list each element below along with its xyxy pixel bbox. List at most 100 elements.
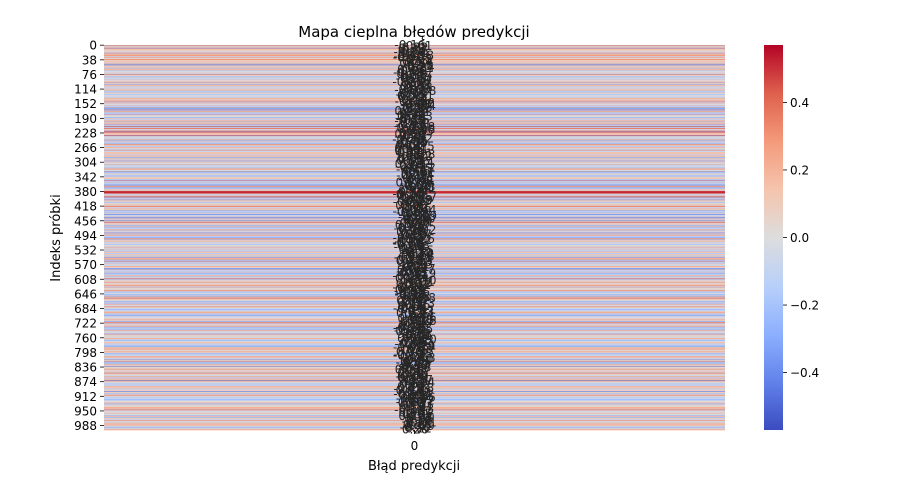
heatmap-cell: [104, 391, 725, 393]
heatmap-cell: [104, 188, 725, 190]
heatmap-cell: [104, 122, 725, 124]
heatmap-cell: [104, 131, 725, 133]
heatmap-cell: [104, 130, 725, 132]
cell-annotation: 0.10: [400, 282, 427, 296]
heatmap-cell: [104, 88, 725, 90]
heatmap-cell: [104, 126, 725, 127]
heatmap-cell: [104, 403, 725, 405]
heatmap-cell: [104, 294, 725, 296]
cell-annotation: 0.21: [406, 147, 433, 161]
heatmap-cell: [104, 60, 725, 62]
heatmap-cell: [104, 231, 725, 233]
heatmap-cell: [104, 376, 725, 378]
heatmap-cell: [104, 85, 725, 86]
heatmap-cell: [104, 418, 725, 419]
heatmap-cell: [104, 289, 725, 291]
heatmap-cell: [104, 66, 725, 67]
heatmap-cell: [104, 377, 725, 378]
heatmap-cell: [104, 128, 725, 130]
cell-annotation: -0.41: [404, 308, 435, 322]
cell-annotation: 0.17: [397, 62, 424, 76]
heatmap-cell: [104, 419, 725, 421]
cell-annotation: 0.25: [399, 279, 426, 293]
cell-annotation: 0.05: [397, 137, 424, 151]
heatmap-cell: [104, 121, 725, 123]
heatmap-cell: [104, 158, 725, 160]
heatmap-cell: [104, 409, 725, 411]
cell-annotation: -0.32: [393, 195, 424, 209]
cell-annotation: 0.02: [394, 143, 421, 157]
heatmap-cell: [104, 337, 725, 338]
heatmap-cell: [104, 46, 725, 48]
heatmap-cell: [104, 424, 725, 426]
heatmap-cell: [104, 206, 725, 208]
heatmap-cell: [104, 199, 725, 201]
heatmap-cell: [104, 220, 725, 222]
cell-annotation: 0.03: [405, 360, 432, 374]
cell-annotation: -0.08: [398, 330, 429, 344]
cell-annotation: 0.17: [399, 401, 426, 415]
cell-annotation: 0.17: [400, 289, 427, 303]
heatmap-cell: [104, 402, 725, 404]
heatmap-cell: [104, 148, 725, 150]
heatmap-cell: [104, 222, 725, 224]
cell-annotation: -0.23: [404, 297, 435, 311]
cell-annotation: 0.14: [394, 141, 421, 155]
heatmap-cell: [104, 314, 725, 316]
heatmap-cell: [104, 261, 725, 263]
heatmap-cell: [104, 355, 725, 357]
cell-annotation: 0.02: [405, 328, 432, 342]
heatmap-cell: [104, 160, 725, 162]
heatmap-cell: [104, 77, 725, 79]
heatmap-cell: [104, 258, 725, 260]
cell-annotation: 0.09: [404, 82, 431, 96]
heatmap-cell: [104, 68, 725, 69]
cell-annotation: -0.01: [404, 166, 435, 180]
heatmap-cell: [104, 132, 725, 133]
cell-annotation: 0.18: [397, 145, 424, 159]
heatmap-cell: [104, 57, 725, 59]
cell-annotation: 0.01: [407, 400, 434, 414]
y-tick-label: 608: [74, 273, 97, 287]
heatmap-cell: [104, 276, 725, 278]
heatmap-cell: [104, 242, 725, 244]
heatmap-cell: [104, 153, 725, 155]
cell-annotation: 0.02: [406, 413, 433, 427]
heatmap-cell: [104, 174, 725, 176]
heatmap-cell: [104, 73, 725, 75]
heatmap-cell: [104, 232, 725, 234]
heatmap-cell: [104, 286, 725, 288]
cell-annotation: 0.13: [398, 47, 425, 61]
heatmap-cell: [104, 64, 725, 66]
heatmap-cell: [104, 54, 725, 55]
heatmap-cell: [104, 197, 725, 199]
heatmap-cell: [104, 231, 725, 233]
heatmap-cell: [104, 361, 725, 362]
heatmap-cell: [104, 428, 725, 430]
heatmap-cell: [104, 379, 725, 381]
heatmap-cell: [104, 382, 725, 384]
heatmap-cell: [104, 177, 725, 179]
heatmap-cell: [104, 50, 725, 52]
heatmap-cell: [104, 186, 725, 188]
heatmap-cell: [104, 399, 725, 401]
heatmap-cell: [104, 241, 725, 243]
heatmap-cell: [104, 247, 725, 248]
heatmap-cell: [104, 339, 725, 341]
heatmap-cell: [104, 153, 725, 154]
heatmap-cell: [104, 75, 725, 77]
heatmap-cell: [104, 325, 725, 327]
heatmap-cell: [104, 415, 725, 417]
heatmap-cell: [104, 285, 725, 286]
heatmap-cell: [104, 183, 725, 185]
cell-annotation: 0.43: [408, 402, 435, 416]
heatmap-cell: [104, 124, 725, 126]
heatmap-cell: [104, 371, 725, 372]
heatmap-cell: [104, 346, 725, 348]
heatmap-cell: [104, 317, 725, 318]
heatmap-cell: [104, 104, 725, 106]
heatmap-cell: [104, 268, 725, 270]
heatmap-cell: [104, 190, 725, 192]
heatmap-cell: [104, 165, 725, 167]
heatmap-cell: [104, 385, 725, 387]
